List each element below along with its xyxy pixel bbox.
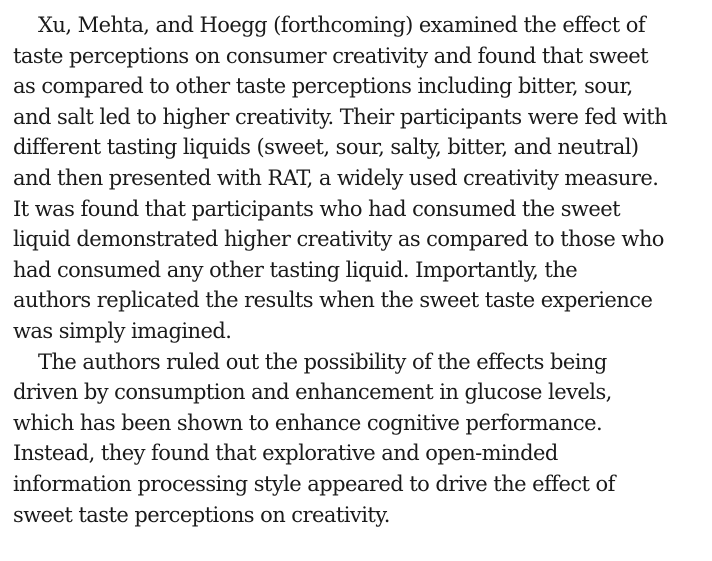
text-line: and then presented with RAT, a widely us…	[13, 165, 659, 190]
paragraph-2: The authors ruled out the possibility of…	[13, 347, 708, 561]
text-line: authors replicated the results when the …	[13, 288, 653, 313]
text-line: and salt led to higher creativity. Their…	[13, 104, 668, 129]
text-line: driven by consumption and enhancement in…	[13, 380, 612, 405]
text-line: liquid demonstrated higher creativity as…	[13, 227, 664, 252]
text-line: The authors ruled out the possibility of…	[38, 349, 607, 374]
text-line: sweet taste perceptions on creativity.	[13, 502, 390, 527]
text-line: Instead, they found that explorative and…	[13, 441, 558, 466]
text-line: Xu, Mehta, and Hoegg (forthcoming) exami…	[38, 13, 646, 37]
text-line: had consumed any other tasting liquid. I…	[13, 257, 578, 282]
document-body: Xu, Mehta, and Hoegg (forthcoming) exami…	[13, 10, 708, 561]
text-line: different tasting liquids (sweet, sour, …	[13, 135, 639, 160]
text-line: was simply imagined.	[13, 318, 232, 343]
text-line: as compared to other taste perceptions i…	[13, 74, 633, 99]
text-line: It was found that participants who had c…	[13, 196, 621, 221]
text-line	[13, 530, 708, 561]
text-line: taste perceptions on consumer creativity…	[13, 43, 649, 68]
text-line: which has been shown to enhance cognitiv…	[13, 410, 603, 435]
paragraph-1: Xu, Mehta, and Hoegg (forthcoming) exami…	[13, 10, 708, 347]
text-line: information processing style appeared to…	[13, 471, 615, 496]
